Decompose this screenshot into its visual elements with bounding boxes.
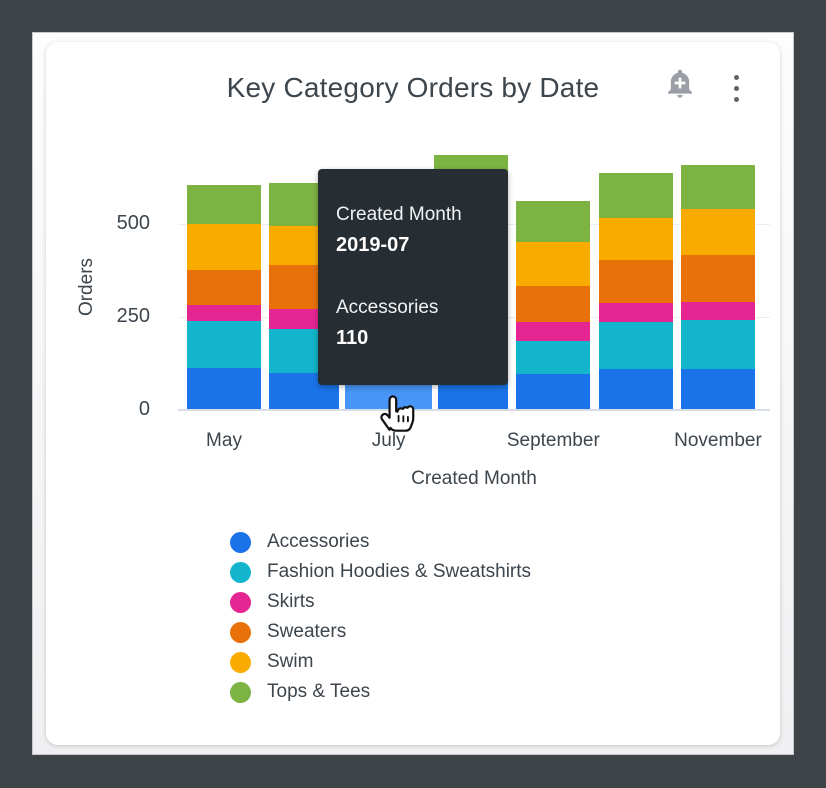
x-tick-label-november: November — [674, 430, 762, 451]
legend-swatch-tops-tees — [230, 681, 251, 703]
add-alert-bell-icon[interactable] — [664, 66, 696, 100]
chart-tooltip: Created Month 2019-07 Accessories 110 — [318, 169, 508, 385]
legend-swatch-fashion-hoodies-sweatshirts — [230, 561, 251, 583]
bar-segment-2019-10-fashion-hoodies-sweatshirts[interactable] — [598, 322, 673, 369]
legend-item-sweaters[interactable]: Sweaters — [230, 617, 531, 647]
tooltip-measure-label: Accessories — [336, 297, 439, 318]
bar-segment-2019-11-sweaters[interactable] — [680, 255, 755, 302]
legend-item-accessories[interactable]: Accessories — [230, 527, 531, 557]
bar-segment-2019-09-accessories[interactable] — [516, 374, 591, 410]
x-tick-label-july: July — [371, 430, 406, 451]
bar-segment-2019-05-fashion-hoodies-sweatshirts[interactable] — [187, 321, 261, 368]
legend-label: Sweaters — [267, 621, 347, 642]
tooltip-dimension-label: Created Month — [336, 204, 462, 225]
bar-segment-2019-11-fashion-hoodies-sweatshirts[interactable] — [680, 320, 755, 369]
bar-segment-2019-09-skirts[interactable] — [516, 321, 591, 341]
tooltip-row: Accessories 110 — [336, 293, 494, 353]
dashboard-background: Key Category Orders by Date Orders Creat… — [32, 32, 794, 755]
bar-segment-2019-09-fashion-hoodies-sweatshirts[interactable] — [516, 340, 591, 375]
chart-legend: Accessories Fashion Hoodies & Sweatshirts… — [230, 527, 531, 707]
bar-segment-2019-05-accessories[interactable] — [187, 367, 261, 410]
stacked-bar-2019-11[interactable] — [680, 165, 755, 410]
bar-segment-2019-05-swim[interactable] — [187, 223, 261, 270]
gridline-0 — [178, 408, 770, 411]
bar-segment-2019-09-swim[interactable] — [516, 241, 591, 286]
x-tick-label-september: September — [506, 430, 600, 451]
bar-segment-2019-11-accessories[interactable] — [680, 368, 755, 410]
legend-swatch-skirts — [230, 591, 251, 613]
stacked-bar-2019-09[interactable] — [516, 200, 591, 410]
bar-segment-2019-10-accessories[interactable] — [598, 368, 673, 410]
bar-segment-2019-11-swim[interactable] — [680, 208, 755, 256]
bar-segment-2019-10-skirts[interactable] — [598, 303, 673, 323]
bar-segment-2019-10-swim[interactable] — [598, 218, 673, 260]
legend-label: Accessories — [267, 531, 370, 552]
bar-segment-2019-09-tops-tees[interactable] — [516, 200, 591, 242]
tooltip-row: Created Month 2019-07 — [336, 200, 494, 260]
bar-segment-2019-10-tops-tees[interactable] — [598, 173, 673, 219]
legend-label: Tops & Tees — [267, 681, 371, 702]
bell-glyph — [668, 69, 692, 98]
tile-title: Key Category Orders by Date — [226, 72, 600, 103]
stacked-bar-2019-10[interactable] — [598, 173, 673, 410]
y-tick-label-500: 500 — [116, 211, 150, 234]
x-tick-label-may: May — [206, 430, 242, 451]
legend-swatch-sweaters — [230, 621, 251, 643]
bar-segment-2019-05-sweaters[interactable] — [187, 269, 261, 306]
legend-swatch-accessories — [230, 531, 251, 553]
tooltip-dimension-value: 2019-07 — [336, 234, 410, 256]
bar-segment-2019-10-sweaters[interactable] — [598, 259, 673, 304]
stacked-bar-2019-05[interactable] — [187, 184, 261, 410]
bar-segment-2019-11-tops-tees[interactable] — [680, 165, 755, 209]
legend-item-fashion-hoodies-sweatshirts[interactable]: Fashion Hoodies & Sweatshirts — [230, 557, 531, 587]
pointer-hand-cursor — [374, 390, 418, 443]
legend-item-skirts[interactable]: Skirts — [230, 587, 531, 617]
legend-item-swim[interactable]: Swim — [230, 647, 531, 677]
x-axis-title: Created Month — [411, 468, 537, 489]
tile-more-menu-icon[interactable] — [726, 70, 746, 106]
legend-item-tops-tees[interactable]: Tops & Tees — [230, 677, 531, 707]
bar-segment-2019-05-tops-tees[interactable] — [187, 184, 261, 224]
y-tick-label-250: 250 — [116, 304, 150, 327]
legend-label: Fashion Hoodies & Sweatshirts — [267, 561, 532, 582]
legend-swatch-swim — [230, 651, 251, 673]
legend-label: Skirts — [267, 591, 315, 612]
bar-segment-2019-05-skirts[interactable] — [187, 305, 261, 322]
y-tick-label-0: 0 — [138, 397, 150, 420]
tooltip-measure-value: 110 — [336, 327, 369, 349]
bar-segment-2019-11-skirts[interactable] — [680, 301, 755, 321]
legend-label: Swim — [267, 651, 314, 672]
chart-tile-card: Key Category Orders by Date Orders Creat… — [46, 42, 780, 745]
bar-segment-2019-09-sweaters[interactable] — [516, 285, 591, 322]
